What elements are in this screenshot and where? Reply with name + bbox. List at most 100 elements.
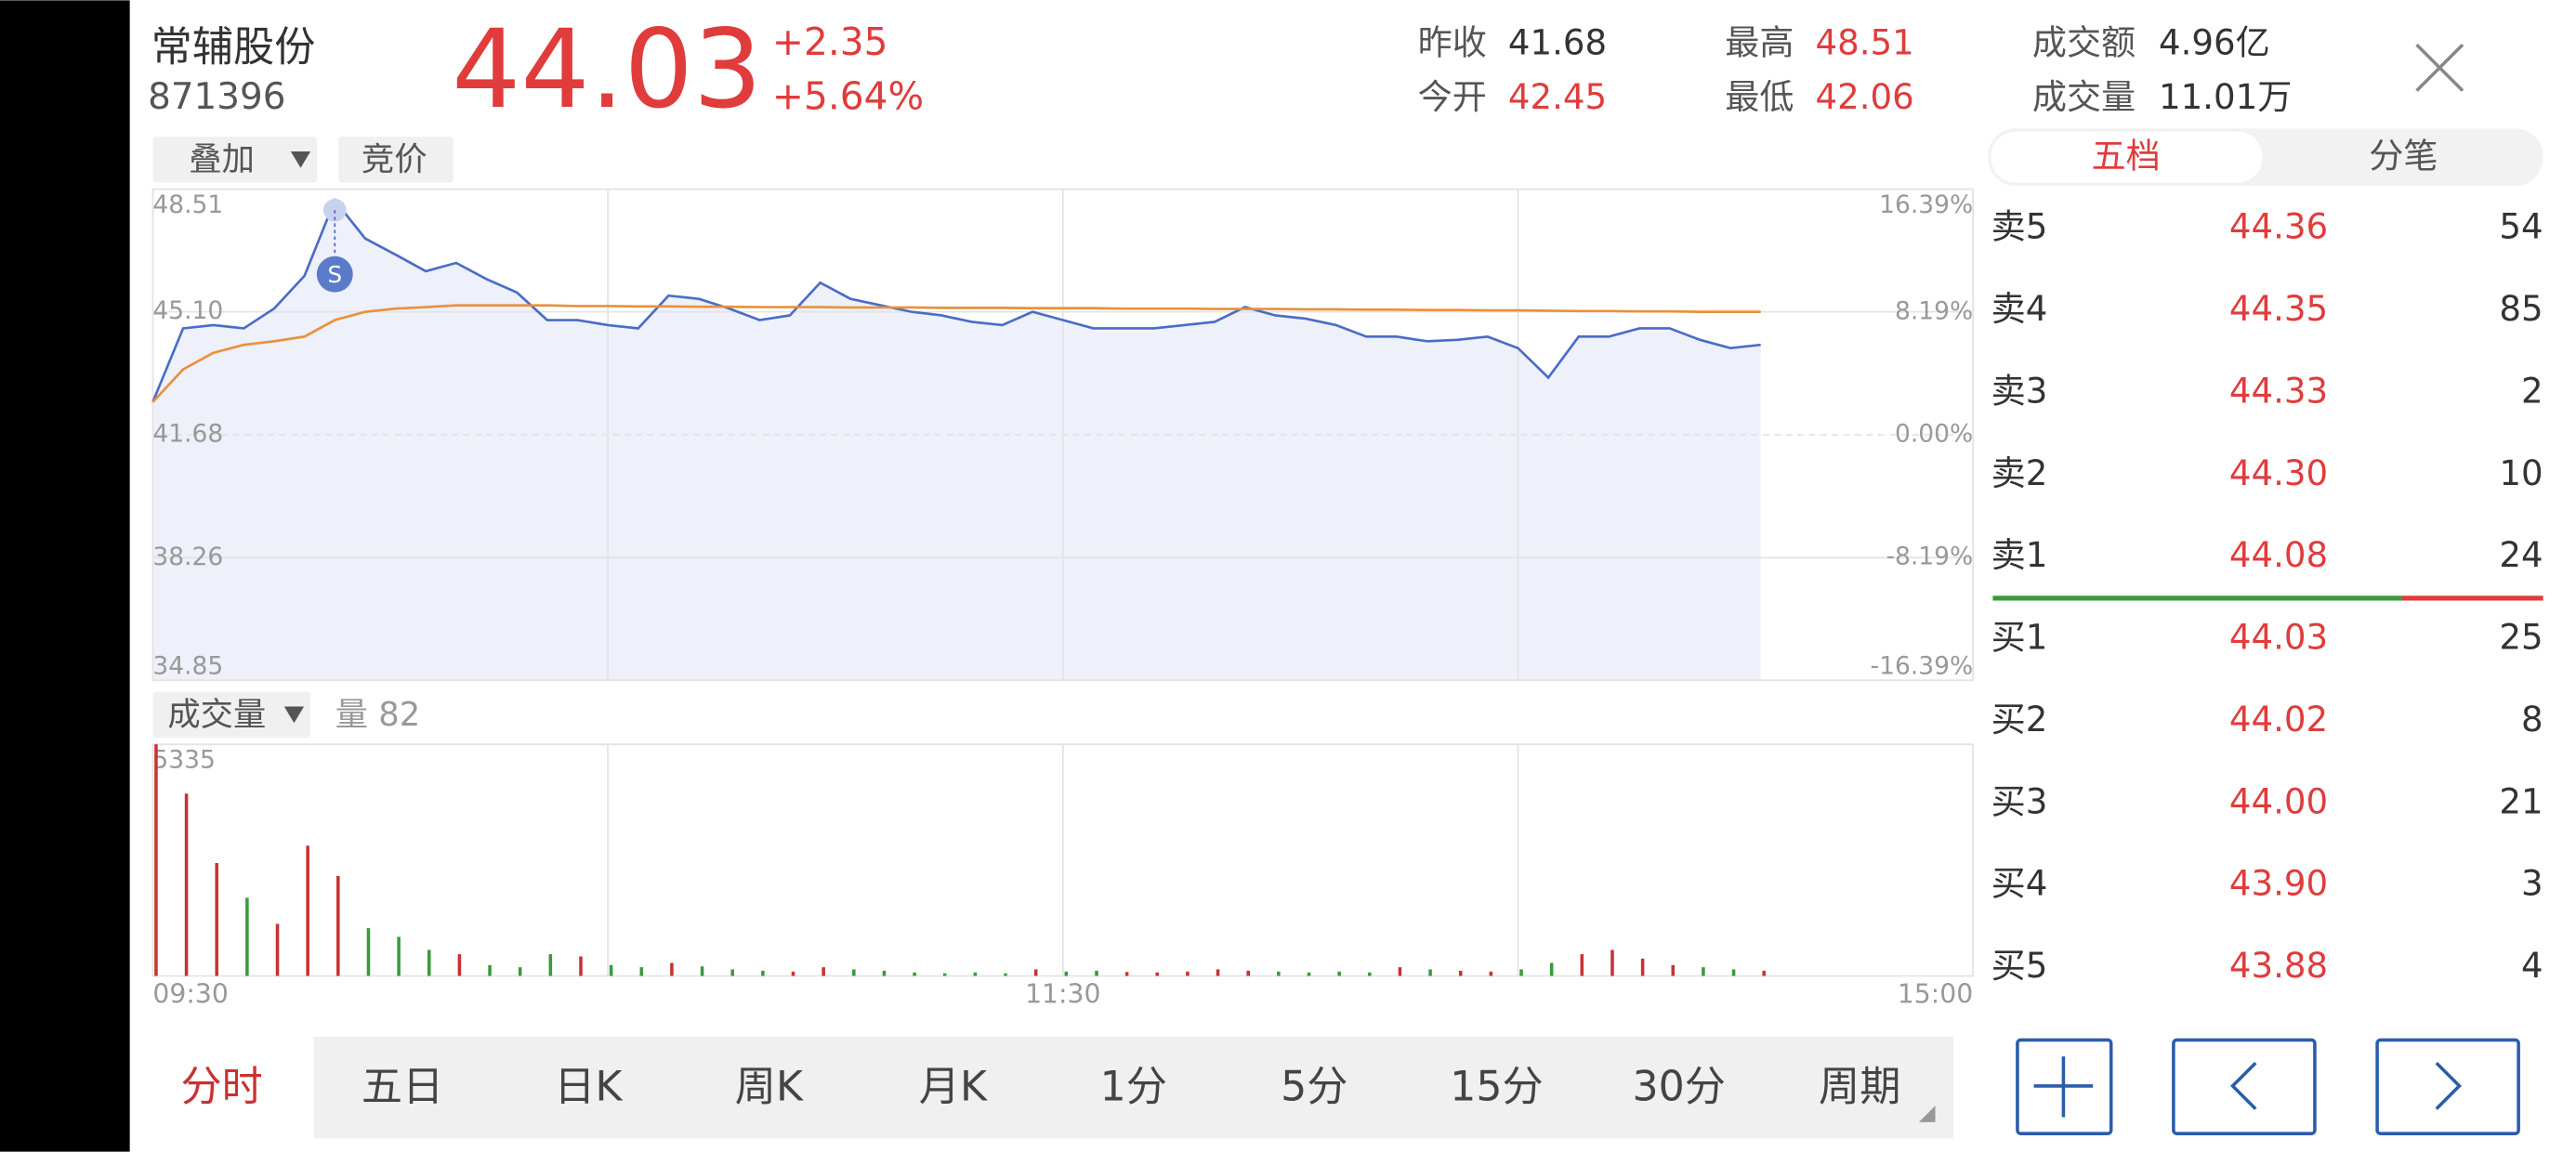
price-line (151, 198, 1761, 403)
stat-value: 4.96亿 (2159, 23, 2270, 63)
change: +2.35 (772, 20, 888, 64)
period-tab[interactable]: 30分 (1633, 1063, 1726, 1110)
overlay-button[interactable] (152, 137, 318, 183)
side-strip (0, 0, 130, 1152)
book-side: 买3 (1991, 781, 2048, 821)
volume-bar (1004, 973, 1007, 976)
next-button[interactable] (2375, 1038, 2520, 1135)
volume-menu-button[interactable] (152, 691, 311, 739)
volume-bar (1064, 971, 1069, 976)
stock-name: 常辅股份 (151, 23, 316, 71)
book-price: 44.08 (2229, 535, 2328, 575)
volume-bar (1216, 969, 1220, 976)
volume-bar (1458, 970, 1463, 976)
auction-button[interactable] (338, 137, 453, 183)
book-tab[interactable]: 分笔 (2369, 137, 2438, 177)
book-side: 买5 (1991, 946, 2048, 986)
volume-bar (457, 954, 462, 976)
book-price: 44.33 (2229, 371, 2328, 411)
y-tick-label: 38.26 (152, 543, 223, 571)
stat-value: 48.51 (1815, 23, 1913, 63)
volume-bar (488, 964, 492, 976)
active-tab-bg (1991, 131, 2263, 183)
y-tick-label: 45.10 (152, 296, 223, 325)
book-tab[interactable]: 五档 (2091, 137, 2160, 177)
y2-tick-label: -16.39% (1871, 652, 1974, 681)
stat-value: 42.45 (1508, 77, 1607, 117)
book-qty: 10 (2499, 453, 2543, 493)
volume-menu-label: 成交量 (167, 696, 266, 734)
stat-value: 11.01万 (2159, 77, 2292, 117)
close-button[interactable] (2415, 43, 2464, 92)
stat-label: 昨收 (1418, 23, 1487, 63)
volume-bar (1640, 958, 1645, 976)
y2-tick-label: -8.19% (1886, 543, 1973, 571)
volume-bar (1033, 969, 1038, 976)
book-price: 43.90 (2229, 864, 2328, 904)
book-side: 卖4 (1991, 289, 2048, 329)
volume-bar (1124, 972, 1129, 976)
period-tab[interactable]: 日K (554, 1063, 623, 1110)
period-tab[interactable]: 周K (735, 1063, 804, 1110)
volume-bar (1095, 970, 1098, 976)
prev-button[interactable] (2172, 1038, 2317, 1135)
volume-bar (1277, 971, 1281, 976)
overlay-label: 叠加 (189, 141, 255, 179)
signal-label: S (327, 261, 342, 288)
period-tab[interactable]: 5分 (1281, 1063, 1347, 1110)
volume-bar (913, 972, 916, 976)
stat-label: 成交量 (2032, 77, 2136, 117)
change-pct: +5.64% (772, 73, 924, 118)
signal-badge (316, 255, 353, 293)
book-qty: 85 (2499, 289, 2543, 329)
volume-bar (1671, 964, 1676, 976)
book-price: 44.02 (2229, 700, 2328, 740)
stat-value: 41.68 (1508, 23, 1607, 63)
period-tab[interactable]: 分时 (180, 1063, 262, 1110)
dropdown-icon (283, 706, 305, 724)
period-tab[interactable]: 五日 (361, 1063, 443, 1110)
volume-bar (397, 936, 401, 976)
volume-bar (1549, 962, 1554, 976)
x-tick-label: 11:30 (1025, 979, 1100, 1010)
volume-title: 量 82 (335, 696, 421, 734)
y2-tick-label: 0.00% (1895, 419, 1973, 448)
volume-bar (548, 954, 553, 976)
volume-bar (1368, 972, 1372, 976)
add-button[interactable] (2016, 1038, 2113, 1135)
average-line (151, 304, 1761, 403)
volume-bar (306, 845, 309, 976)
book-qty: 24 (2499, 535, 2543, 575)
price-area (152, 200, 1761, 681)
book-qty: 8 (2521, 700, 2543, 740)
book-side: 卖3 (1991, 371, 2048, 411)
stat-label: 成交额 (2032, 23, 2136, 63)
y2-tick-label: 8.19% (1895, 296, 1973, 325)
book-side: 买2 (1991, 700, 2048, 740)
price: 44.03 (452, 7, 762, 133)
volume-bar (700, 966, 704, 976)
volume-bar (670, 962, 674, 976)
book-price: 44.35 (2229, 289, 2328, 329)
volume-bar (1519, 969, 1523, 976)
period-tab[interactable]: 月K (919, 1063, 988, 1110)
volume-bar (336, 876, 340, 976)
period-tab[interactable]: 周期 (1819, 1063, 1900, 1110)
y2-tick-label: 16.39% (1879, 190, 1973, 219)
x-tick-label: 09:30 (152, 979, 228, 1010)
period-tab[interactable]: 15分 (1450, 1063, 1543, 1110)
volume-bar (518, 967, 522, 976)
left-icon (2230, 1061, 2257, 1110)
book-qty: 3 (2521, 864, 2543, 904)
book-price: 44.30 (2229, 453, 2328, 493)
volume-bar (973, 972, 978, 976)
volume-bar (882, 970, 887, 976)
volume-bar (1246, 970, 1250, 976)
dropdown-icon (290, 151, 311, 168)
period-tab[interactable]: 1分 (1100, 1063, 1167, 1110)
stat-label: 今开 (1418, 77, 1487, 117)
volume-bar (1610, 949, 1614, 976)
y-tick-label: 48.51 (152, 190, 223, 219)
